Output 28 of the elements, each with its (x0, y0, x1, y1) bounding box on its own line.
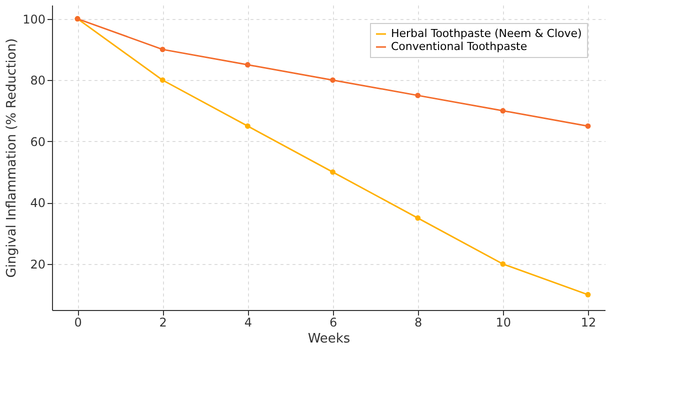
point (244, 123, 250, 129)
y-tick-label: 100 (22, 12, 46, 26)
point (244, 62, 250, 68)
y-axis-title: Gingival Inflammation (% Reduction) (4, 38, 20, 278)
point (500, 261, 506, 267)
x-tick-label: 8 (414, 316, 422, 330)
y-tick-label: 40 (30, 196, 46, 210)
x-tick-label: 0 (74, 316, 82, 330)
point (500, 108, 506, 114)
point (585, 123, 591, 129)
point (415, 92, 421, 98)
y-tick-label: 80 (30, 74, 46, 88)
point (330, 169, 336, 175)
point (330, 77, 336, 83)
x-tick-label: 4 (244, 316, 252, 330)
point (160, 77, 166, 83)
x-tick-label: 2 (159, 316, 167, 330)
x-axis-title: Weeks (308, 332, 350, 346)
point (585, 292, 591, 298)
y-tick-label: 60 (30, 134, 46, 149)
y-tick-label: 20 (30, 258, 46, 272)
legend-label: Herbal Toothpaste (Neem & Clove) (391, 27, 582, 40)
x-tick-label: 12 (580, 316, 596, 330)
x-tick-label: 6 (329, 316, 338, 330)
x-tick-label: 10 (496, 316, 512, 330)
legend-label: Conventional Toothpaste (391, 40, 528, 53)
point (160, 46, 166, 52)
point (415, 215, 421, 221)
